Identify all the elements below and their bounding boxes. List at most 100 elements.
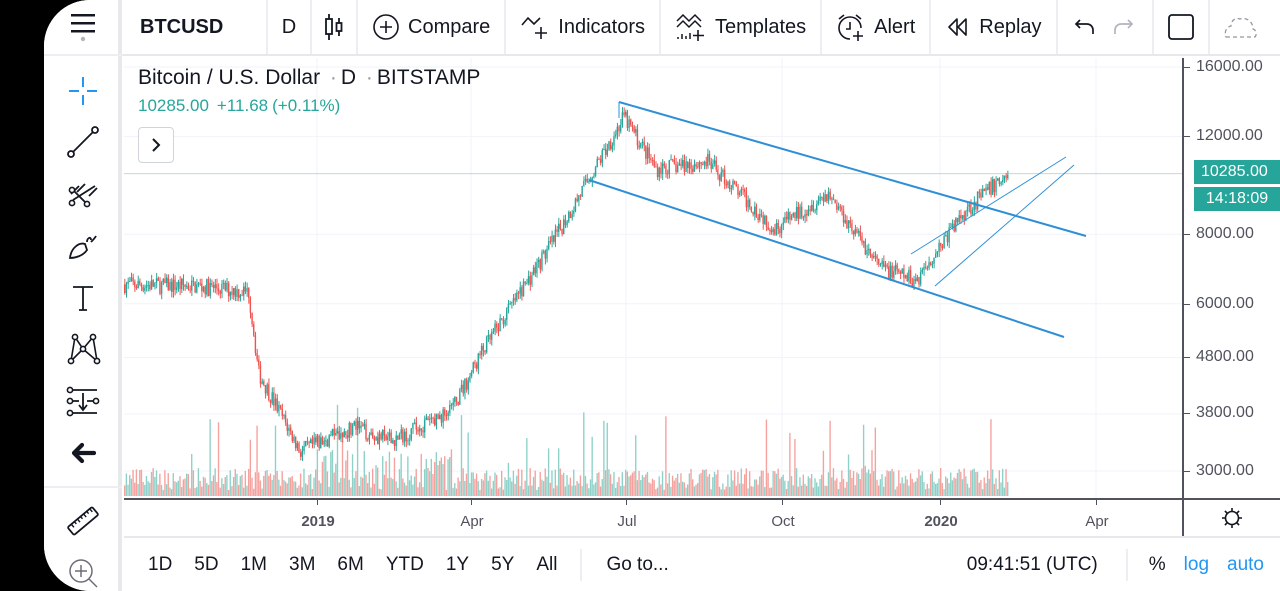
utc-clock[interactable]: 09:41:51 (UTC): [966, 553, 1098, 575]
last-price: 10285.00: [138, 96, 209, 115]
auto-scale-toggle[interactable]: auto: [1227, 553, 1264, 575]
range-1d-button[interactable]: 1D: [148, 553, 173, 575]
legend-expand-button[interactable]: [138, 127, 174, 163]
price-label: 4800.00: [1196, 348, 1254, 365]
interval-button[interactable]: D: [268, 0, 312, 54]
separator: ·: [329, 66, 337, 89]
legend-title[interactable]: Bitcoin / U.S. Dollar · D · BITSTAMP: [138, 66, 480, 90]
undo-button[interactable]: [1058, 0, 1104, 54]
toolbar-divider: [44, 486, 122, 488]
chart-settings-button[interactable]: [1182, 498, 1280, 536]
chart-legend: Bitcoin / U.S. Dollar · D · BITSTAMP 10285…: [138, 66, 480, 116]
redo-icon: [1113, 19, 1133, 34]
current-price-badge: 10285.00: [1194, 160, 1280, 184]
ruler-tool[interactable]: [62, 500, 104, 542]
hamburger-icon: [71, 14, 95, 42]
time-label: Apr: [1085, 513, 1109, 530]
range-ytd-button[interactable]: YTD: [385, 553, 424, 575]
brush-tool[interactable]: [62, 225, 104, 267]
text-tool[interactable]: [62, 277, 104, 319]
redo-button[interactable]: [1104, 0, 1154, 54]
chart-pane[interactable]: [124, 58, 1184, 498]
price-label: 6000.00: [1196, 295, 1254, 312]
log-scale-toggle[interactable]: log: [1183, 553, 1210, 575]
time-label: 2020: [924, 513, 958, 530]
undo-icon: [1074, 19, 1094, 34]
text-icon: [73, 286, 93, 311]
axis-tick: [1184, 67, 1190, 68]
price-label: 3000.00: [1196, 462, 1254, 479]
time-label: 2019: [301, 513, 335, 530]
alarm-clock-icon: [838, 14, 864, 41]
range-1y-button[interactable]: 1Y: [445, 553, 470, 575]
templates-icon: [676, 13, 704, 41]
axis-tick: [1096, 500, 1097, 505]
menu-button[interactable]: [44, 0, 122, 56]
price-change-pct: (+0.11%): [272, 96, 341, 115]
price-change: +11.68: [216, 96, 269, 115]
pitchfork-icon: [68, 183, 98, 208]
axis-tick: [940, 500, 941, 505]
brush-icon: [69, 235, 97, 259]
legend-interval: D: [340, 66, 357, 89]
compare-button[interactable]: Compare: [358, 0, 507, 54]
replay-button[interactable]: Replay: [931, 0, 1058, 54]
zoom-in-icon: [69, 559, 98, 588]
go-to-date-button[interactable]: Go to...: [606, 553, 669, 575]
alert-button[interactable]: Alert: [822, 0, 932, 54]
square-icon: [1167, 14, 1194, 40]
chart-style-button[interactable]: [312, 0, 358, 54]
forecast-range-icon: [66, 386, 100, 417]
templates-label: Templates: [714, 15, 807, 38]
zoom-in-tool[interactable]: [62, 552, 104, 591]
trend-line-icon: [67, 126, 99, 158]
percent-scale-toggle[interactable]: %: [1148, 553, 1166, 575]
price-label: 12000.00: [1196, 127, 1263, 144]
range-5d-button[interactable]: 5D: [194, 553, 219, 575]
templates-button[interactable]: Templates: [661, 0, 823, 54]
axis-tick: [626, 500, 627, 505]
price-chart[interactable]: [124, 58, 1182, 498]
fullscreen-button[interactable]: [1154, 0, 1210, 54]
trend-line-tool[interactable]: [62, 121, 104, 163]
cloud-save-button[interactable]: [1210, 0, 1270, 54]
interval-label: D: [281, 15, 297, 38]
range-all-button[interactable]: All: [536, 553, 558, 575]
top-toolbar: BTCUSD D Compare Indicators: [122, 0, 1280, 56]
axis-tick: [471, 500, 472, 505]
range-6m-button[interactable]: 6M: [337, 553, 364, 575]
prediction-measure-tool[interactable]: [62, 380, 104, 422]
candles-icon: [325, 14, 343, 40]
symbol-search-button[interactable]: BTCUSD: [122, 0, 268, 54]
range-5y-button[interactable]: 5Y: [491, 553, 515, 575]
axis-tick: [1184, 234, 1190, 235]
indicators-button[interactable]: Indicators: [506, 0, 661, 54]
pitchfork-tool[interactable]: [62, 173, 104, 215]
price-label: 8000.00: [1196, 225, 1254, 242]
range-3m-button[interactable]: 3M: [289, 553, 316, 575]
axis-tick: [1184, 413, 1190, 414]
axis-tick: [1184, 471, 1190, 472]
price-axis[interactable]: 16000.00 12000.00 8000.00 6000.00 4800.0…: [1182, 58, 1280, 498]
crosshair-tool[interactable]: [62, 70, 104, 112]
tradingview-app: BTCUSD D Compare Indicators: [44, 0, 1280, 591]
axis-tick: [782, 500, 783, 505]
compare-label: Compare: [408, 15, 491, 38]
indicators-icon: [521, 16, 548, 39]
legend-values: 10285.00 +11.68 (+0.11%): [138, 96, 480, 116]
back-arrow-tool[interactable]: [62, 432, 104, 474]
replay-label: Replay: [979, 15, 1042, 38]
symbol-label: BTCUSD: [140, 15, 224, 38]
divider: [580, 548, 583, 581]
rewind-icon: [948, 18, 968, 36]
arrow-left-icon: [71, 442, 97, 464]
range-1m-button[interactable]: 1M: [240, 553, 267, 575]
pattern-tool[interactable]: [62, 328, 104, 370]
gear-icon: [1222, 508, 1242, 528]
ruler-icon: [67, 506, 99, 536]
time-axis[interactable]: 2019 Apr Jul Oct 2020 Apr: [124, 498, 1182, 536]
axis-tick: [1184, 136, 1190, 137]
plus-circle-icon: [373, 14, 399, 40]
divider: [1125, 548, 1128, 581]
